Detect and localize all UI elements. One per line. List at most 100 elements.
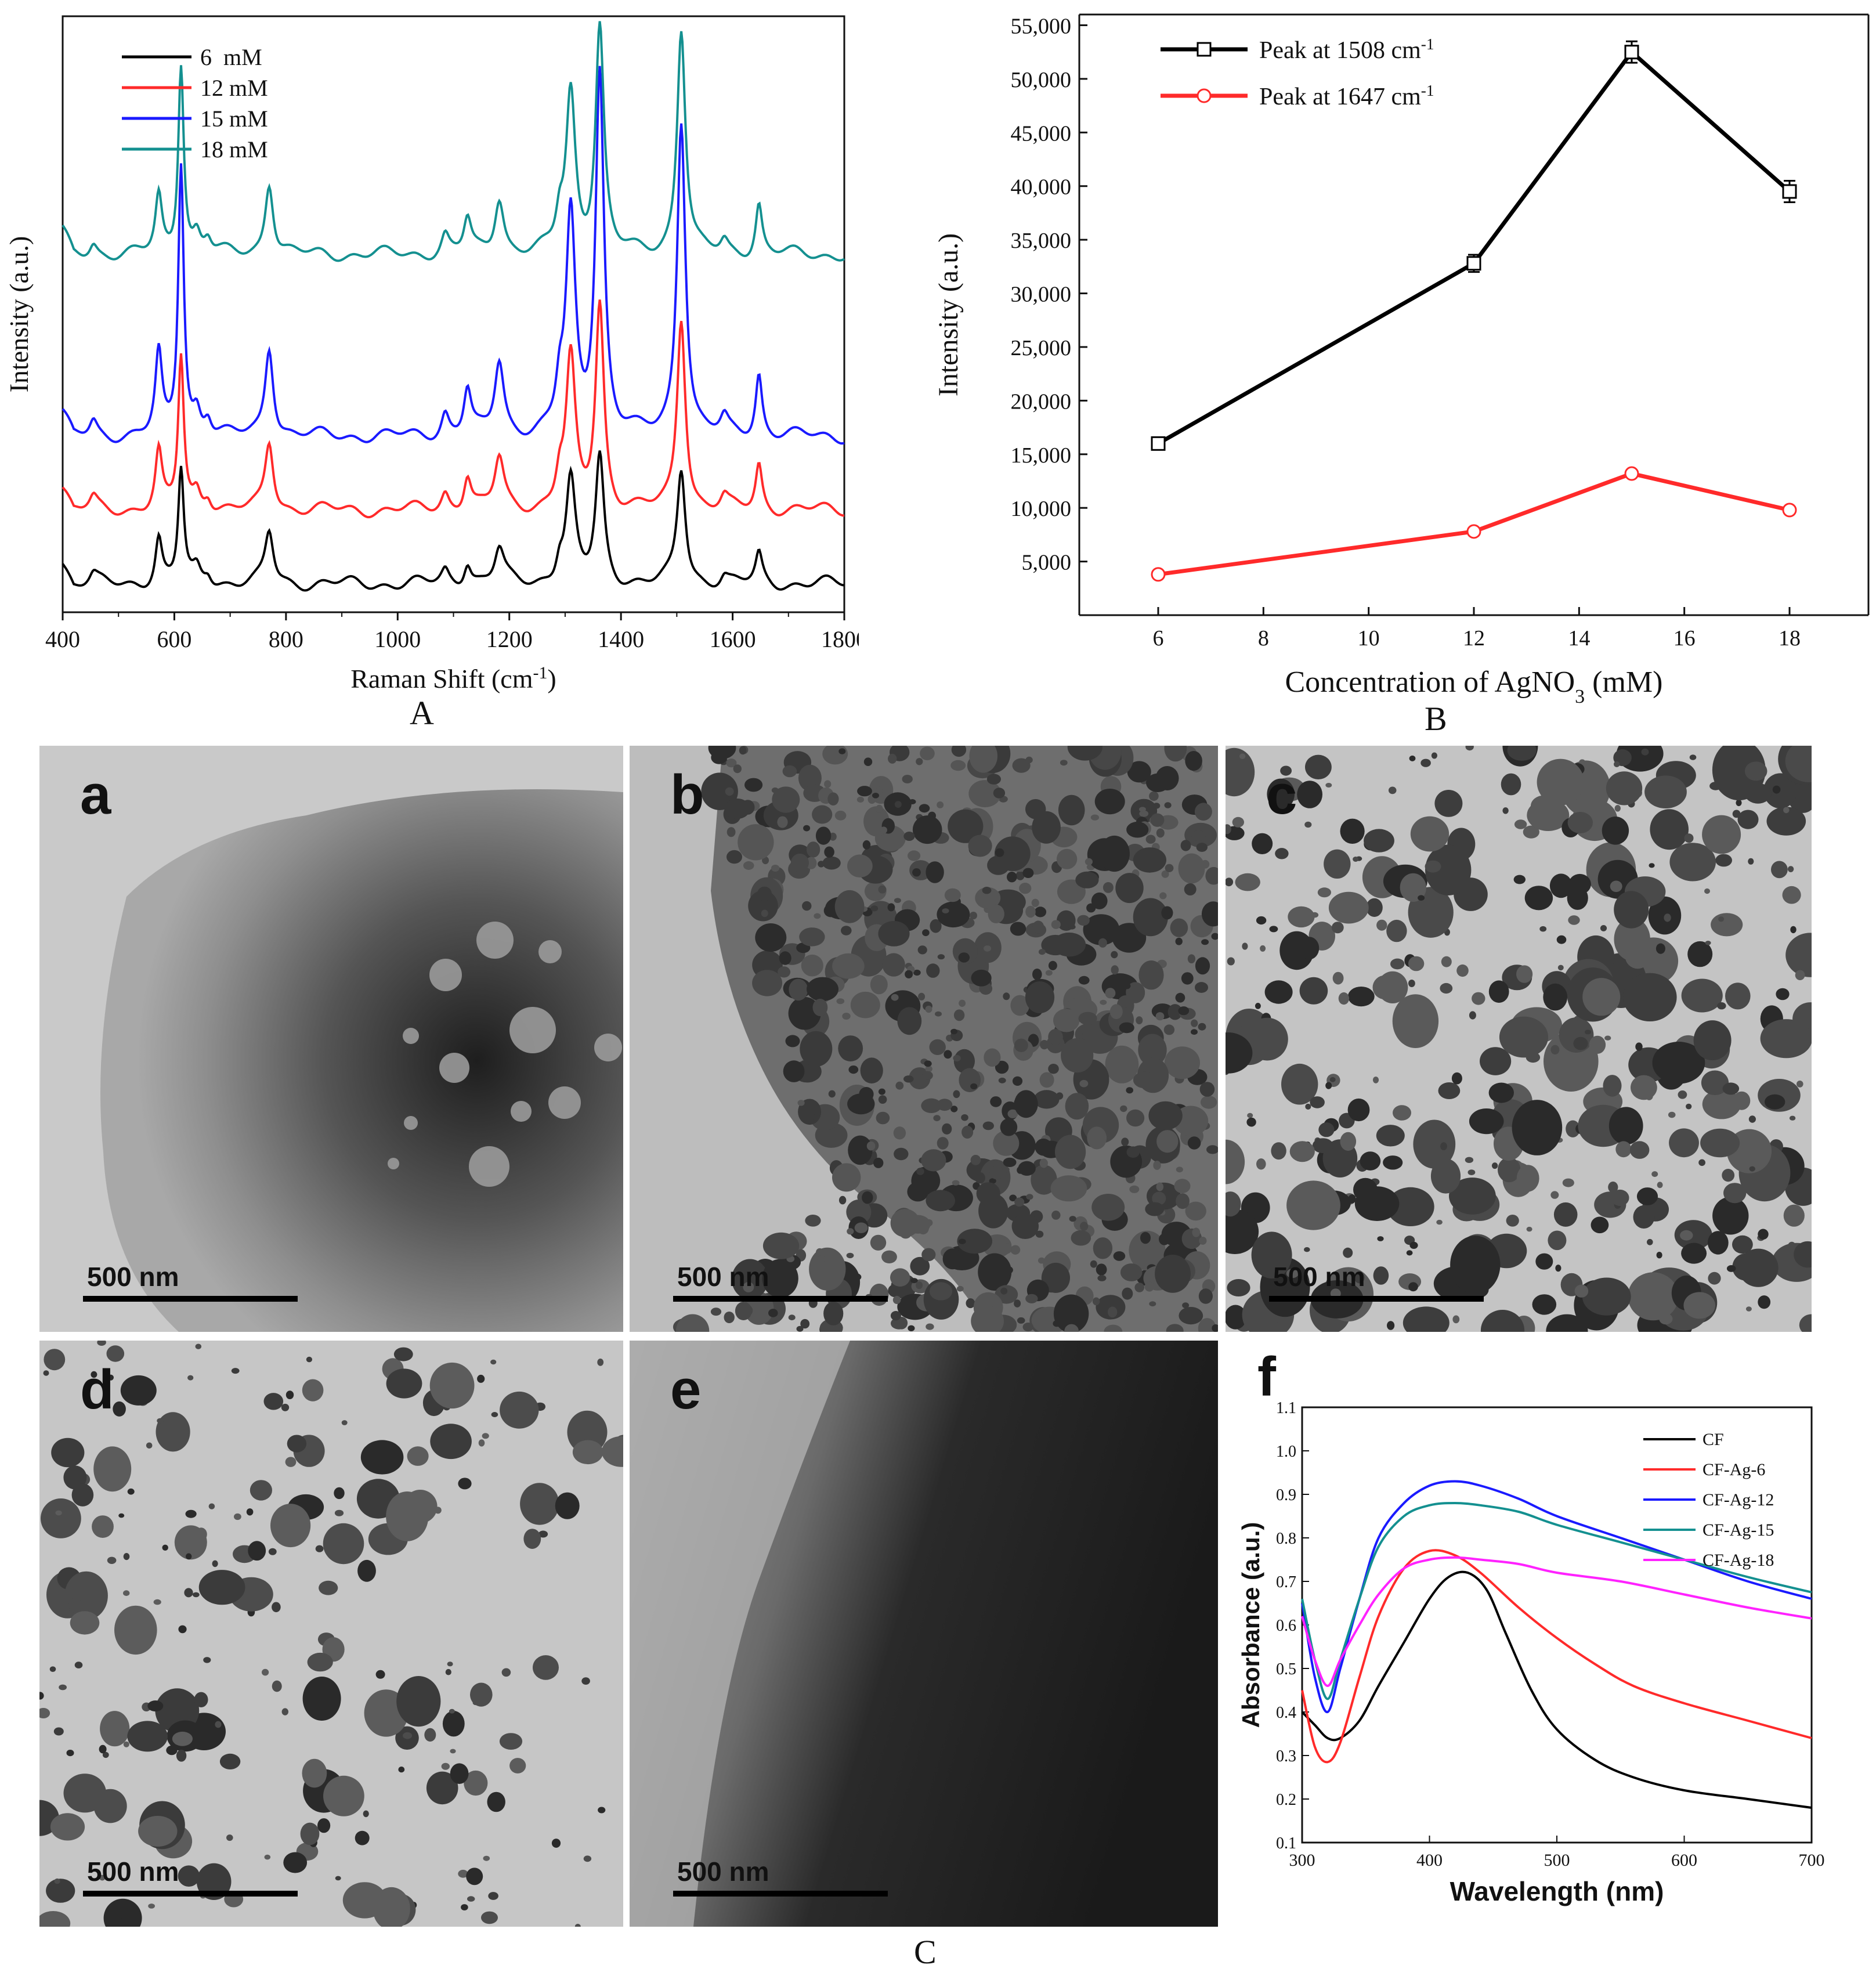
particle: [930, 919, 942, 933]
particle: [986, 774, 1001, 785]
particle: [1271, 1142, 1286, 1160]
particle: [870, 905, 879, 912]
particle: [447, 1661, 453, 1667]
particle: [1567, 886, 1588, 910]
particle: [1105, 1045, 1139, 1083]
particle: [248, 1541, 266, 1561]
particle: [990, 1096, 1002, 1107]
tem-e-scale-text: 500 nm: [677, 1856, 769, 1887]
y-tick-label-f: 1.0: [1276, 1443, 1296, 1461]
data-point-B: [1624, 466, 1639, 481]
particle: [1152, 803, 1161, 809]
particle: [1053, 932, 1086, 957]
particle: [1122, 1287, 1133, 1300]
particle: [1441, 956, 1452, 967]
particle: [860, 1057, 883, 1083]
particle: [1138, 960, 1164, 990]
particle: [797, 1100, 805, 1106]
particle: [848, 1065, 859, 1074]
particle: [146, 1442, 153, 1449]
particle: [1794, 1241, 1812, 1268]
particle: [876, 786, 883, 794]
particle: [458, 1478, 472, 1490]
particle: [744, 778, 763, 792]
particle: [978, 1193, 1009, 1229]
particle: [984, 945, 992, 952]
particle: [762, 1259, 798, 1298]
particle: [1121, 1137, 1129, 1146]
particle: [1146, 773, 1170, 792]
particle: [1472, 992, 1485, 1005]
particle: [1086, 903, 1096, 913]
particle: [1123, 983, 1131, 989]
particle: [1179, 1307, 1203, 1325]
particle: [870, 974, 888, 995]
particle: [1170, 918, 1188, 937]
particle: [912, 815, 942, 844]
particle: [1804, 934, 1812, 944]
particle: [449, 1709, 455, 1714]
particle: [1097, 1275, 1107, 1281]
particle: [1636, 1187, 1658, 1205]
y-tick-label-B: 50,000: [1011, 68, 1072, 92]
particle: [99, 1874, 106, 1881]
particle: [1452, 1315, 1460, 1324]
particle: [916, 1168, 924, 1175]
particle: [1144, 1281, 1154, 1292]
particle: [905, 970, 913, 978]
particle: [922, 929, 930, 937]
particle: [93, 1789, 127, 1823]
particle: [1606, 771, 1643, 806]
particle: [1760, 1019, 1812, 1059]
particle: [1149, 791, 1159, 801]
particle: [1748, 858, 1754, 865]
particle: [1205, 866, 1218, 885]
particle: [1007, 872, 1017, 883]
particle: [1297, 781, 1322, 808]
particle: [1523, 825, 1539, 839]
particle: [1226, 747, 1255, 797]
y-tick-label-B: 25,000: [1011, 336, 1072, 360]
particle: [43, 1370, 49, 1376]
particle: [97, 1341, 106, 1346]
particle: [921, 1248, 936, 1262]
particle: [962, 1125, 974, 1139]
particle: [1098, 835, 1130, 872]
particle: [1409, 755, 1416, 761]
particle: [859, 1087, 874, 1101]
particle: [1689, 754, 1697, 760]
particle: [1556, 935, 1567, 944]
particle: [1707, 1231, 1729, 1255]
particle: [761, 909, 768, 918]
particle: [848, 1135, 873, 1165]
particle: [1550, 1191, 1559, 1199]
tem-letter-b: b: [670, 764, 704, 826]
particle: [184, 1588, 193, 1598]
particle: [701, 772, 738, 810]
particle: [733, 764, 742, 774]
particle: [1166, 1324, 1184, 1332]
particle: [91, 1371, 97, 1378]
particle: [1668, 1111, 1676, 1118]
particle: [185, 1509, 197, 1518]
particle: [1647, 1238, 1653, 1245]
particle: [726, 758, 737, 768]
particle: [1783, 1204, 1805, 1227]
particle: [1674, 1220, 1712, 1250]
particle: [287, 1435, 307, 1453]
particle: [1022, 1323, 1034, 1332]
particle: [739, 746, 747, 755]
particle: [1288, 906, 1315, 928]
particle: [450, 1763, 469, 1784]
tem-image-d: d 500 nm: [39, 1341, 623, 1927]
particle: [959, 1068, 981, 1092]
particle: [1425, 860, 1441, 873]
particle: [55, 1510, 62, 1516]
particle: [373, 1887, 410, 1927]
particle: [1061, 1123, 1070, 1129]
panel-f-background: [1226, 1341, 1876, 1956]
particle: [812, 999, 828, 1016]
particle: [966, 1298, 975, 1309]
particle: [1608, 1182, 1618, 1193]
particle: [1000, 1118, 1018, 1136]
